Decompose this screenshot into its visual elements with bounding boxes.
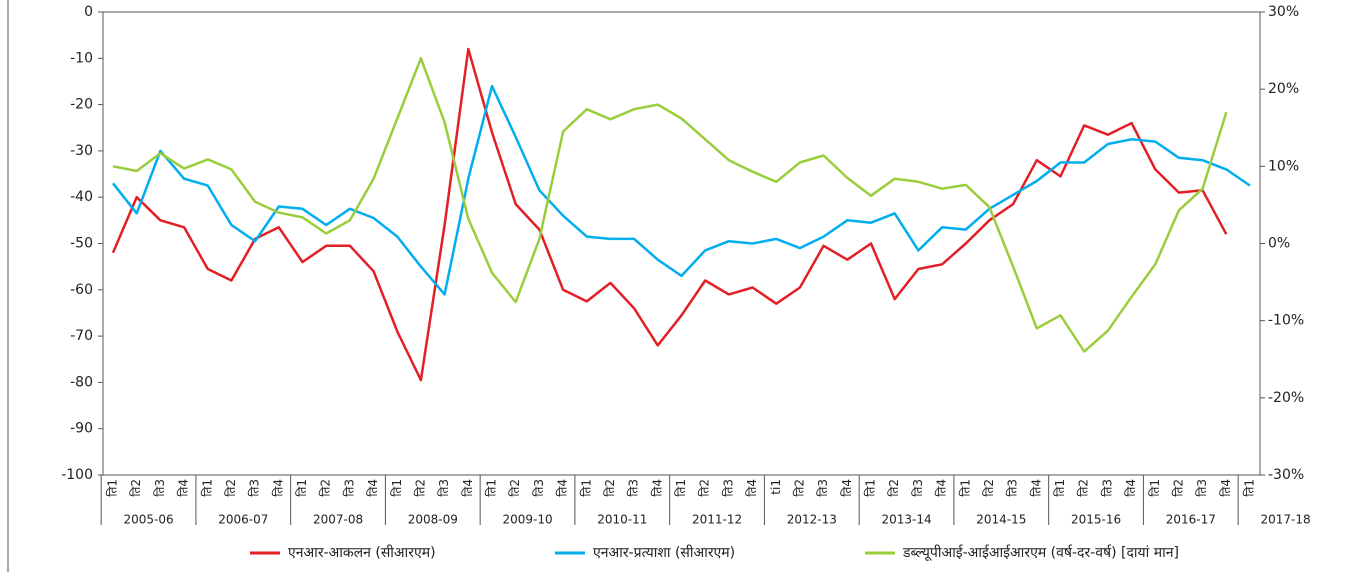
x-tick-label: ति2 bbox=[887, 479, 901, 497]
y-tick-label: -20 bbox=[70, 97, 93, 113]
x-tick-label: ति1 bbox=[1053, 479, 1067, 497]
y2-tick-label: -10% bbox=[1268, 313, 1304, 329]
legend-label: एनआर-प्रत्याशा (सीआरएम) bbox=[593, 544, 735, 561]
x-tick-label: ति1 bbox=[579, 479, 593, 497]
x-tick-label: ति1 bbox=[295, 479, 309, 497]
x-tick-label: ति4 bbox=[271, 479, 285, 497]
y-tick-label: -30 bbox=[70, 143, 93, 159]
x-tick-label: ति2 bbox=[1171, 479, 1185, 497]
y2-tick-label: 10% bbox=[1268, 158, 1299, 174]
legend-label: डब्ल्यूपीआई-आईआईआरएम (वर्ष-दर-वर्ष) [दाय… bbox=[902, 544, 1179, 561]
x-tick-label: ति1 bbox=[864, 479, 878, 497]
x-tick-label: ति3 bbox=[721, 479, 735, 497]
x-tick-label: ति2 bbox=[982, 479, 996, 497]
x-tick-label: ति4 bbox=[177, 479, 191, 497]
x-tick-label: ति3 bbox=[911, 479, 925, 497]
x-tick-label: ति1 bbox=[390, 479, 404, 497]
series-line bbox=[111, 47, 1228, 382]
y-tick-label: -60 bbox=[70, 282, 93, 298]
x-tick-label: ति4 bbox=[366, 479, 380, 497]
x-tick-label: ति3 bbox=[627, 479, 641, 497]
group-label: 2010-11 bbox=[597, 513, 647, 527]
x-tick-label: ति3 bbox=[248, 479, 262, 497]
group-label: 2011-12 bbox=[692, 513, 742, 527]
x-tick-label: ति2 bbox=[603, 479, 617, 497]
x-tick-label: ति1 bbox=[958, 479, 972, 497]
y2-tick-label: -30% bbox=[1268, 467, 1304, 483]
group-label: 2013-14 bbox=[881, 513, 931, 527]
x-tick-label: ति4 bbox=[935, 479, 949, 497]
x-tick-label: ति2 bbox=[508, 479, 522, 497]
x-tick-label: ति4 bbox=[650, 479, 664, 497]
group-label: 2005-06 bbox=[123, 513, 173, 527]
y2-tick-label: 0% bbox=[1268, 236, 1290, 252]
y-tick-label: -40 bbox=[70, 189, 93, 205]
x-tick-label: ति3 bbox=[532, 479, 546, 497]
x-tick-label: ति1 bbox=[106, 479, 120, 497]
x-tick-label: ति2 bbox=[224, 479, 238, 497]
series-line bbox=[112, 84, 1251, 296]
y-tick-label: -70 bbox=[70, 328, 93, 344]
x-tick-label: ति4 bbox=[1219, 479, 1233, 497]
x-tick-label: ति2 bbox=[319, 479, 333, 497]
x-tick-label: ति1 bbox=[1148, 479, 1162, 497]
series-line bbox=[112, 57, 1228, 353]
x-tick-label: ति2 bbox=[698, 479, 712, 497]
x-tick-label: ति4 bbox=[556, 479, 570, 497]
x-tick-label: ति3 bbox=[342, 479, 356, 497]
group-label: 2016-17 bbox=[1166, 513, 1216, 527]
y-tick-label: -90 bbox=[70, 421, 93, 437]
x-tick-label: ति1 bbox=[485, 479, 499, 497]
x-tick-label: ति3 bbox=[437, 479, 451, 497]
x-tick-label: ति3 bbox=[1006, 479, 1020, 497]
y-tick-label: -80 bbox=[70, 374, 93, 390]
x-tick-label: ति1 bbox=[1243, 479, 1257, 497]
group-label: 2015-16 bbox=[1071, 513, 1121, 527]
x-tick-label: ति4 bbox=[840, 479, 854, 497]
x-tick-label: ति4 bbox=[1029, 479, 1043, 497]
x-tick-label: ति1 bbox=[674, 479, 688, 497]
group-label: 2007-08 bbox=[313, 513, 363, 527]
x-tick-label: ति2 bbox=[413, 479, 427, 497]
group-label: 2006-07 bbox=[218, 513, 268, 527]
group-label: 2008-09 bbox=[408, 513, 458, 527]
y2-tick-label: -20% bbox=[1268, 390, 1304, 406]
x-tick-label: ti1 bbox=[769, 479, 783, 495]
legend-label: एनआर-आकलन (सीआरएम) bbox=[288, 544, 436, 561]
x-tick-label: ति4 bbox=[745, 479, 759, 497]
x-tick-label: ति4 bbox=[461, 479, 475, 497]
x-tick-label: ति2 bbox=[792, 479, 806, 497]
y-tick-label: -100 bbox=[61, 467, 93, 483]
group-label: 2017-18 bbox=[1260, 513, 1310, 527]
group-label: 2014-15 bbox=[976, 513, 1026, 527]
y2-tick-label: 20% bbox=[1268, 81, 1299, 97]
x-tick-label: ति3 bbox=[1195, 479, 1209, 497]
y-tick-label: -10 bbox=[70, 50, 93, 66]
x-tick-label: ति4 bbox=[1124, 479, 1138, 497]
x-tick-label: ति3 bbox=[816, 479, 830, 497]
x-tick-label: ति3 bbox=[153, 479, 167, 497]
x-tick-label: ति2 bbox=[1077, 479, 1091, 497]
x-tick-label: ति1 bbox=[200, 479, 214, 497]
x-tick-label: ति3 bbox=[1100, 479, 1114, 497]
group-label: 2012-13 bbox=[787, 513, 837, 527]
x-tick-label: ति2 bbox=[129, 479, 143, 497]
group-label: 2009-10 bbox=[502, 513, 552, 527]
y-tick-label: 0 bbox=[84, 4, 93, 20]
y-tick-label: -50 bbox=[70, 236, 93, 252]
y2-tick-label: 30% bbox=[1268, 4, 1299, 20]
